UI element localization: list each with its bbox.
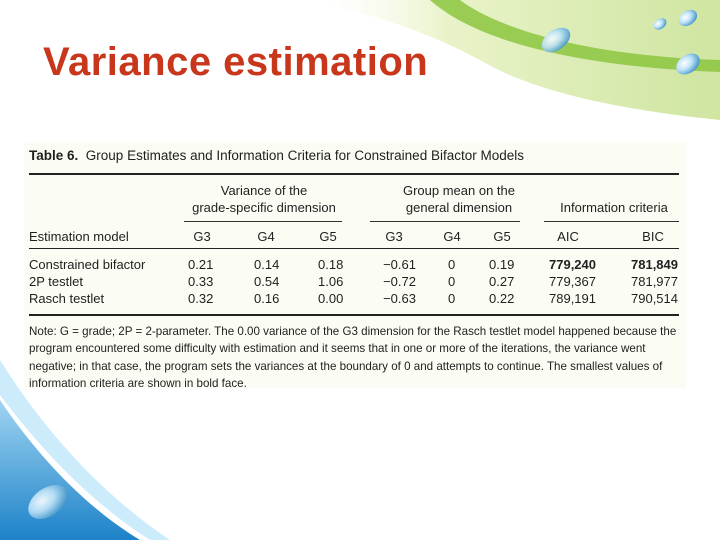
row-variance-g4: 0.16 <box>254 291 280 306</box>
col-variance-g5: G5 <box>319 229 337 244</box>
row-mean-g4: 0 <box>448 257 456 272</box>
row-bic: 781,977 <box>631 274 678 289</box>
header-variance-group: Variance of the grade-specific dimension <box>174 182 354 216</box>
row-mean-g3: −0.63 <box>383 291 416 306</box>
row-variance-g5: 1.06 <box>318 274 344 289</box>
row-aic: 789,191 <box>549 291 596 306</box>
table-bottom-rule <box>29 314 679 316</box>
header-info-group: Information criteria <box>560 200 668 215</box>
row-variance-g4: 0.54 <box>254 274 280 289</box>
row-variance-g3: 0.21 <box>188 257 214 272</box>
row-mean-g5: 0.27 <box>489 274 515 289</box>
row-variance-g4: 0.14 <box>254 257 280 272</box>
col-aic: AIC <box>557 229 579 244</box>
info-group-rule <box>544 221 679 222</box>
row-mean-g5: 0.22 <box>489 291 515 306</box>
col-mean-g3: G3 <box>385 229 403 244</box>
header-bottom-rule <box>29 248 679 249</box>
row-variance-g5: 0.00 <box>318 291 344 306</box>
header-mean-line1: Group mean on the <box>402 183 516 198</box>
table-note: Note: G = grade; 2P = 2-parameter. The 0… <box>29 325 677 390</box>
col-bic: BIC <box>642 229 664 244</box>
table-caption-text: Group Estimates and Information Criteria… <box>85 148 524 163</box>
row-mean-g3: −0.72 <box>383 274 416 289</box>
table-caption: Table 6. Group Estimates and Information… <box>29 148 524 163</box>
col-variance-g3: G3 <box>193 229 211 244</box>
row-variance-g3: 0.33 <box>188 274 214 289</box>
row-aic: 779,367 <box>549 274 596 289</box>
row-mean-g4: 0 <box>448 291 456 306</box>
row-model: Constrained bifactor <box>29 257 146 272</box>
variance-group-rule <box>184 221 342 222</box>
header-mean-group: Group mean on the general dimension <box>364 182 554 216</box>
row-mean-g4: 0 <box>448 274 456 289</box>
slide-title: Variance estimation <box>43 40 429 84</box>
row-bic: 781,849 <box>631 257 678 272</box>
row-model: Rasch testlet <box>29 291 105 306</box>
row-variance-g5: 0.18 <box>318 257 344 272</box>
row-mean-g5: 0.19 <box>489 257 515 272</box>
table-top-rule <box>29 173 679 175</box>
header-variance-line2: grade-specific dimension <box>192 200 336 215</box>
col-estimation-model: Estimation model <box>29 229 129 244</box>
mean-group-rule <box>370 221 520 222</box>
row-mean-g3: −0.61 <box>383 257 416 272</box>
table-caption-label: Table 6. <box>29 148 79 163</box>
header-variance-line1: Variance of the <box>220 183 308 198</box>
row-model: 2P testlet <box>29 274 83 289</box>
col-mean-g5: G5 <box>493 229 511 244</box>
row-variance-g3: 0.32 <box>188 291 214 306</box>
header-mean-line2: general dimension <box>405 200 513 215</box>
row-bic: 790,514 <box>631 291 678 306</box>
table-image: Table 6. Group Estimates and Information… <box>24 142 686 390</box>
col-variance-g4: G4 <box>257 229 275 244</box>
row-aic: 779,240 <box>549 257 596 272</box>
col-mean-g4: G4 <box>443 229 461 244</box>
